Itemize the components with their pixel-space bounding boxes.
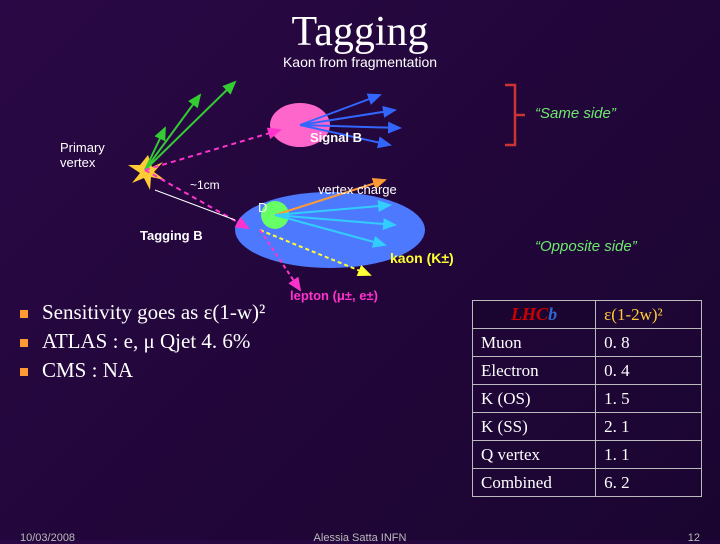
- table-cell: K (OS): [473, 385, 596, 413]
- diagram-area: Primary vertex Signal B ~1cm D vertex ch…: [0, 70, 720, 280]
- table-cell: 1. 5: [596, 385, 702, 413]
- bullet-list: Sensitivity goes as ε(1-w)² ATLAS : e, μ…: [20, 300, 450, 387]
- table-cell: 0. 8: [596, 329, 702, 357]
- bullet-icon: [20, 339, 28, 347]
- table-cell: K (SS): [473, 413, 596, 441]
- kaon-label: kaon (K±): [390, 250, 454, 266]
- table-cell: 2. 1: [596, 413, 702, 441]
- table-cell: Electron: [473, 357, 596, 385]
- same-side-label: “Same side”: [535, 105, 616, 122]
- primary-vertex-label: Primary vertex: [60, 140, 105, 170]
- table-cell: Combined: [473, 469, 596, 497]
- table-row: Muon0. 8: [473, 329, 702, 357]
- bullet-text: Sensitivity goes as ε(1-w)²: [42, 300, 265, 325]
- table-cell: Muon: [473, 329, 596, 357]
- footer-author: Alessia Satta INFN: [314, 532, 407, 544]
- opposite-side-label: “Opposite side”: [535, 238, 637, 255]
- bullet-text: CMS : NA: [42, 358, 133, 383]
- tagging-b-label: Tagging B: [140, 228, 203, 243]
- table-row: Electron0. 4: [473, 357, 702, 385]
- distance-label: ~1cm: [190, 178, 220, 192]
- table-row: Combined6. 2: [473, 469, 702, 497]
- bullet-item: Sensitivity goes as ε(1-w)²: [20, 300, 450, 325]
- table-cell: 6. 2: [596, 469, 702, 497]
- bullet-text: ATLAS : e, μ Qjet 4. 6%: [42, 329, 250, 354]
- page-title: Tagging: [0, 0, 720, 56]
- lhcb-logo-cell: LHCb: [473, 301, 596, 329]
- vertex-charge-label: vertex charge: [318, 182, 397, 197]
- footer-page-number: 12: [688, 532, 700, 544]
- bullet-icon: [20, 310, 28, 318]
- table-row: K (SS)2. 1: [473, 413, 702, 441]
- table-cell: 1. 1: [596, 441, 702, 469]
- table-cell: Q vertex: [473, 441, 596, 469]
- bullet-item: CMS : NA: [20, 358, 450, 383]
- footer-date: 10/03/2008: [20, 532, 75, 544]
- table-row: K (OS)1. 5: [473, 385, 702, 413]
- table-cell: 0. 4: [596, 357, 702, 385]
- table-header-col2: ε(1-2w)²: [596, 301, 702, 329]
- primary-vertex-star: [128, 155, 165, 190]
- d-label: D: [258, 200, 267, 215]
- subtitle: Kaon from fragmentation: [0, 54, 720, 70]
- sensitivity-table: LHCb ε(1-2w)² Muon0. 8 Electron0. 4 K (O…: [472, 300, 702, 497]
- bullet-item: ATLAS : e, μ Qjet 4. 6%: [20, 329, 450, 354]
- signal-b-label: Signal B: [310, 130, 362, 145]
- table-header-row: LHCb ε(1-2w)²: [473, 301, 702, 329]
- bullet-icon: [20, 368, 28, 376]
- table-row: Q vertex1. 1: [473, 441, 702, 469]
